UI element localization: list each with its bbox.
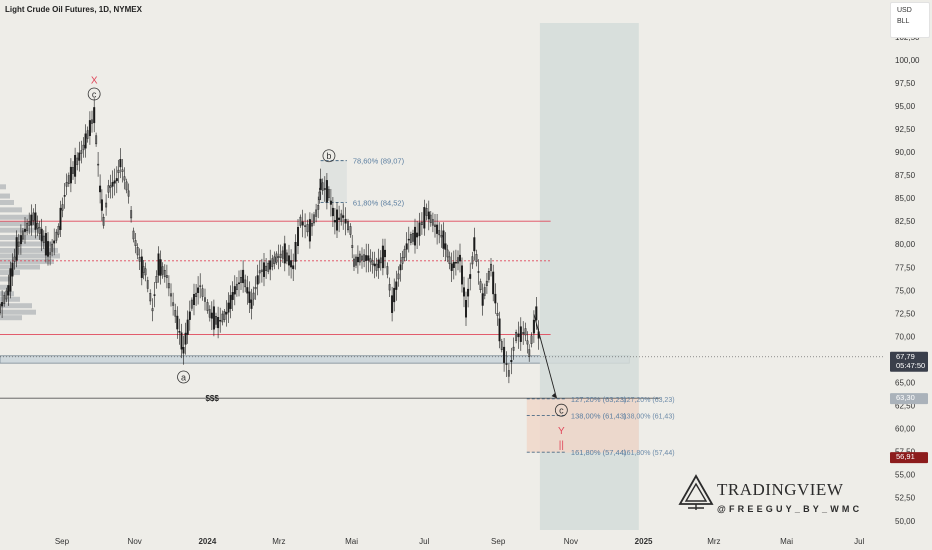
wave-label: || [559,440,564,451]
volume-profile-bar [0,241,52,247]
x-tick-label: Jul [419,537,429,546]
price-badge [890,393,928,405]
y-tick-label: 62,50 [895,402,916,411]
price-wicks [0,98,539,384]
wave-label: a [181,372,186,382]
fib-level-text: 138,00% (61,43) [623,413,675,420]
volume-profile-bar [0,193,10,199]
x-tick-label: Mai [345,537,358,546]
y-tick-label: 97,50 [895,79,916,88]
volume-profile-bar [0,184,6,190]
price-candle [0,304,2,314]
volume-profile-bar [0,247,58,253]
volume-profile-bar [0,207,22,213]
unit-label[interactable]: BLL [897,18,910,25]
y-tick-label: 85,00 [895,194,916,203]
price-badge-text: 56,91 [896,452,915,461]
price-badge [890,452,928,464]
x-tick-label: Nov [128,537,142,546]
x-tick-label: Sep [55,537,70,546]
wave-label: c [559,406,564,416]
y-tick-label: 72,50 [895,309,916,318]
x-tick-label: 2025 [635,537,653,546]
price-badge-text: 05:47:50 [896,361,925,370]
y-tick-label: 52,50 [895,494,916,503]
wave-label: b [326,151,331,161]
volume-profile-bar [0,253,60,259]
price-badge-text: 63,30 [896,393,915,402]
x-tick-label: Sep [491,537,506,546]
x-tick-label: Jul [854,537,864,546]
watermark-brand: TRADINGVIEW [717,480,844,499]
wave-label-circle [87,87,101,101]
y-tick-label: 95,00 [895,102,916,111]
fib-level-label: 78,60% (89,07) [353,157,405,166]
wave-label-circle [177,370,190,384]
y-tick-label: 75,00 [895,286,916,295]
volume-profile-bar [0,264,40,270]
y-tick-label: 55,00 [895,471,916,480]
y-tick-label: 87,50 [895,171,916,180]
volume-profile-bar [0,199,14,205]
x-tick-label: Mrz [707,537,720,546]
tradingview-logo-icon [678,474,714,510]
x-tick-label: Mrz [272,537,285,546]
y-tick-label: 70,00 [895,332,916,341]
scale-settings[interactable]: USD BLL [890,2,930,38]
projection-arrowhead [551,393,557,399]
y-tick-label: 82,50 [895,217,916,226]
y-tick-label: 92,50 [895,125,916,134]
volume-profile-bar [0,258,54,264]
volume-profile-bar [0,309,36,315]
volume-profile-bar [0,315,22,321]
x-tick-label: Mai [780,537,793,546]
fib-level-label: 61,80% (84,52) [353,199,405,208]
y-tick-label: 100,00 [895,56,920,65]
y-tick-label: 90,00 [895,148,916,157]
projection-line [533,314,558,399]
y-tick-label: 80,00 [895,240,916,249]
volume-profile-bar [0,227,40,233]
chart-title: Light Crude Oil Futures, 1D, NYMEX [5,5,142,14]
fib-level-text: 161,80% (57,44) [623,450,675,457]
y-tick-label: 60,00 [895,425,916,434]
volume-profile-bar [0,296,20,302]
price-badge [890,351,928,372]
wave-label: X [91,76,98,87]
fib-level-label: 138,00% (61,43) [571,411,627,420]
volume-profile-bar [0,276,10,282]
fib-level-text: 127,20% (63,23) [623,397,675,404]
fib-level-label: 161,80% (57,44) [571,448,627,457]
fib-level-label: 127,20% (63,23) [571,395,627,404]
y-tick-label: 77,50 [895,263,916,272]
volume-profile-bar [0,214,30,220]
x-tick-label: Nov [564,537,578,546]
wave-label: Y [558,426,565,437]
volume-profile-bar [0,221,36,227]
price-badge-text: 67,79 [896,352,915,361]
watermark-author: @FREEGUY_BY_WMC [717,504,863,514]
wave-label-circle [322,149,336,163]
currency-label[interactable]: USD [897,7,912,14]
annotation-text: $$$ [205,394,219,403]
y-tick-label: 50,00 [895,517,916,526]
wave-label-circle [554,403,568,417]
y-tick-label: 65,00 [895,379,916,388]
volume-profile-bar [0,303,32,309]
target-zone [526,398,639,453]
wave-label: c [92,89,97,99]
x-tick-label: 2024 [198,537,216,546]
volume-profile-bar [0,284,8,290]
